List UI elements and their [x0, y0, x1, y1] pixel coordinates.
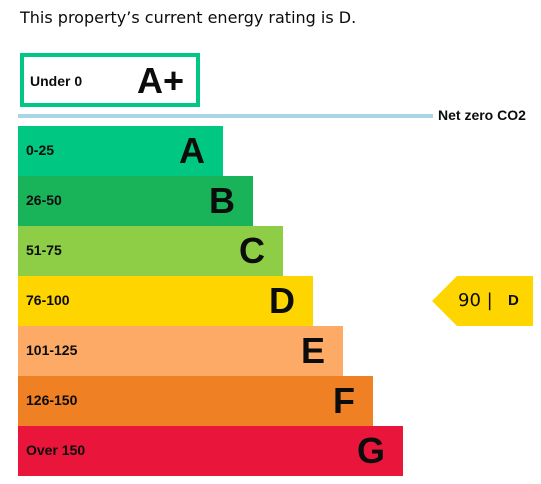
band-f: 126-150 F	[18, 376, 373, 426]
band-range: 0-25	[26, 142, 55, 158]
band-letter: B	[209, 180, 235, 221]
net-zero-line	[18, 114, 433, 118]
current-rating-letter: D	[508, 292, 519, 309]
band-range: 76-100	[26, 292, 70, 308]
band-b: 26-50 B	[18, 176, 253, 226]
band-letter: G	[356, 430, 385, 471]
current-rating-marker: 90 | D	[432, 276, 533, 326]
band-letter: D	[269, 280, 295, 321]
band-a-plus-letter: A+	[136, 60, 184, 101]
current-rating-arrow	[432, 276, 533, 326]
band-e: 101-125 E	[18, 326, 343, 376]
band-a-plus-range: Under 0	[30, 73, 83, 89]
band-range: 26-50	[26, 192, 62, 208]
band-range: 101-125	[26, 342, 78, 358]
band-letter: A	[179, 130, 205, 171]
energy-rating-intro: This property’s current energy rating is…	[20, 8, 357, 27]
band-letter: C	[239, 230, 265, 271]
band-letter: E	[300, 330, 325, 371]
current-rating-score: 90 |	[458, 290, 493, 311]
band-letter: F	[333, 380, 355, 421]
band-range: 51-75	[26, 242, 62, 258]
band-range: Over 150	[26, 442, 86, 458]
band-range: 126-150	[26, 392, 78, 408]
band-g: Over 150 G	[18, 426, 403, 476]
band-a: 0-25 A	[18, 126, 223, 176]
net-zero-label: Net zero CO2	[438, 107, 526, 123]
band-a-plus: Under 0 A+	[20, 53, 200, 107]
band-d: 76-100 D	[18, 276, 313, 326]
band-c: 51-75 C	[18, 226, 283, 276]
